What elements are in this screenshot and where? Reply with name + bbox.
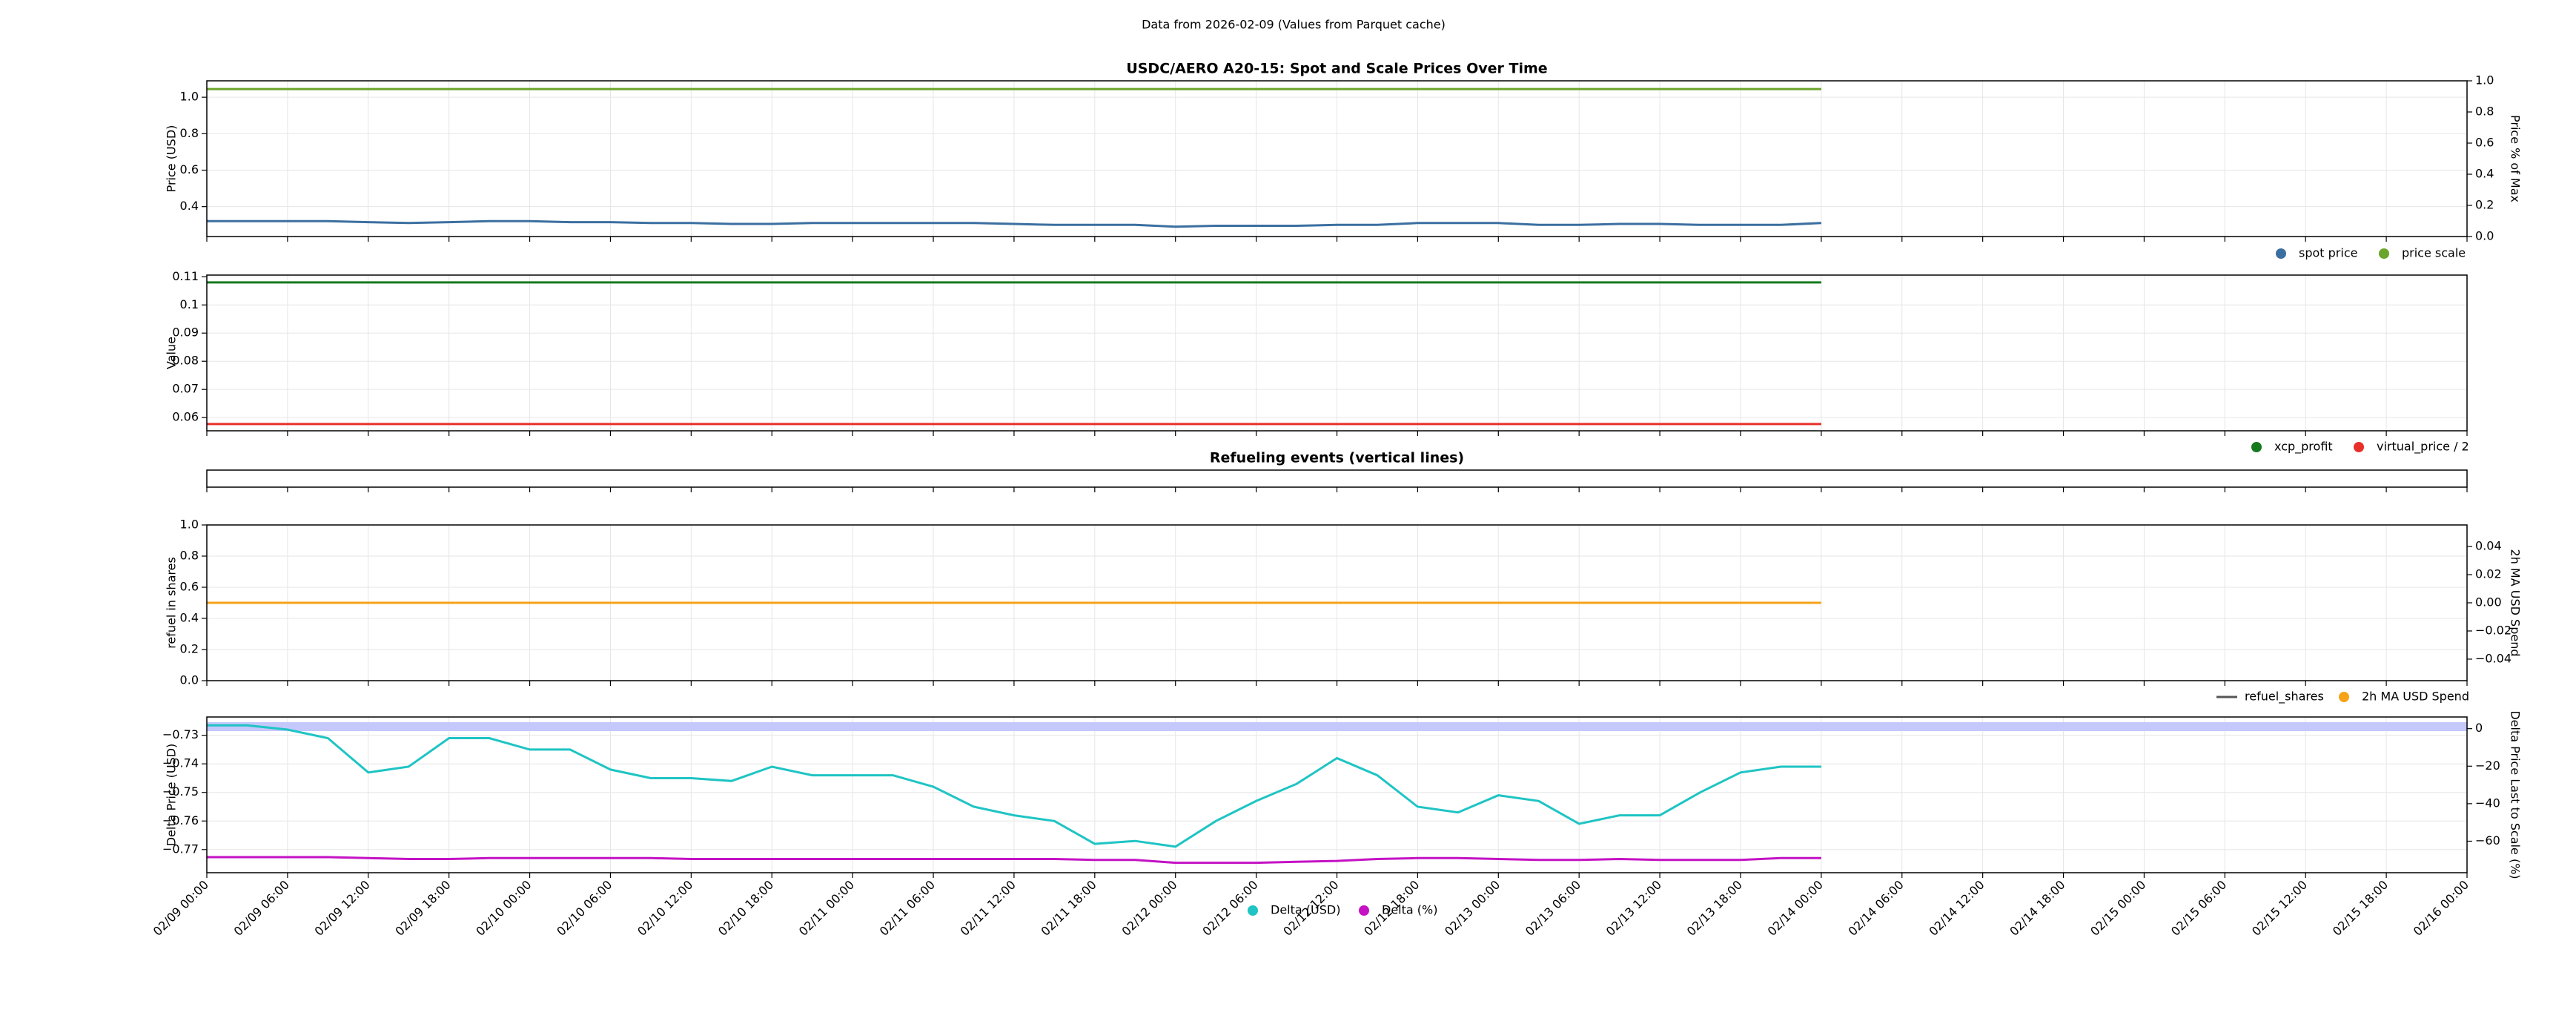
y-tick-label: 0.06 — [172, 410, 199, 424]
suptitle: Data from 2026-02-09 (Values from Parque… — [1142, 18, 1446, 32]
y2-tick-label: −0.04 — [2475, 651, 2512, 665]
band — [207, 722, 2467, 731]
y-tick-label: 0.8 — [180, 126, 199, 140]
y-tick-label: 0.6 — [180, 580, 199, 594]
axes-frame — [206, 274, 2468, 432]
legend-label: spot price — [2299, 246, 2357, 260]
y-tick-label: 1.0 — [180, 518, 199, 532]
y2-tick-label: 0.00 — [2475, 595, 2502, 609]
x-tick-label: 02/09 00:00 — [150, 878, 211, 939]
x-tick-label: 02/16 00:00 — [2411, 878, 2471, 939]
x-tick-label: 02/14 00:00 — [1765, 878, 1826, 939]
legend-marker — [2251, 442, 2262, 452]
x-tick-label: 02/09 12:00 — [312, 878, 373, 939]
legend-label: xcp_profit — [2274, 440, 2333, 455]
x-tick-label: 02/15 00:00 — [2087, 878, 2148, 939]
y2-tick-label: 0.6 — [2475, 136, 2494, 150]
y-tick-label: −0.76 — [162, 813, 199, 827]
y2-axis-label: Price % of Max — [2509, 115, 2523, 202]
legend-marker — [2276, 248, 2286, 259]
panel-title: USDC/AERO A20-15: Spot and Scale Prices … — [1126, 61, 1547, 77]
y-tick-label: 0.09 — [172, 326, 199, 340]
x-tick-label: 02/14 18:00 — [2007, 878, 2067, 939]
legend-marker — [1359, 905, 1369, 916]
y-tick-label: −0.74 — [162, 756, 199, 770]
legend-label: price scale — [2402, 246, 2466, 260]
x-tick-label: 02/14 12:00 — [1926, 878, 1987, 939]
axes-frame — [206, 469, 2468, 488]
y2-tick-label: −60 — [2475, 833, 2500, 847]
y-tick-label: 0.11 — [172, 269, 199, 283]
y-tick-label: −0.77 — [162, 842, 199, 856]
y-tick-label: 0.1 — [180, 297, 199, 311]
x-tick-label: 02/13 06:00 — [1523, 878, 1583, 939]
panel-title: Refueling events (vertical lines) — [1210, 450, 1464, 466]
y-tick-label: 0.07 — [172, 382, 199, 396]
legend-label: virtual_price / 2 — [2377, 440, 2469, 455]
axes-frame — [206, 80, 2468, 237]
x-tick-label: 02/10 00:00 — [473, 878, 534, 939]
legend-marker — [2354, 442, 2364, 452]
x-tick-label: 02/11 12:00 — [958, 878, 1019, 939]
y2-tick-label: 0.4 — [2475, 167, 2494, 181]
y-axis-label: refuel in shares — [165, 557, 179, 649]
x-tick-label: 02/11 18:00 — [1039, 878, 1099, 939]
x-tick-label: 02/11 06:00 — [877, 878, 938, 939]
x-tick-label: 02/09 06:00 — [231, 878, 292, 939]
legend-marker — [2379, 248, 2389, 259]
y-tick-label: 0.2 — [180, 642, 199, 656]
y2-tick-label: 0.04 — [2475, 539, 2502, 553]
x-tick-label: 02/11 00:00 — [796, 878, 857, 939]
y2-tick-label: 0 — [2475, 721, 2483, 735]
series-line — [207, 219, 1821, 228]
y-tick-label: 0.0 — [180, 673, 199, 687]
y2-axis-label: 2h MA USD Spend — [2509, 549, 2523, 657]
x-tick-label: 02/13 12:00 — [1603, 878, 1664, 939]
y-tick-label: −0.73 — [162, 727, 199, 741]
legend-label: Delta (%) — [1382, 903, 1437, 917]
legend-marker — [2339, 692, 2349, 702]
y-tick-label: 0.4 — [180, 611, 199, 625]
series-line — [207, 856, 1821, 865]
y-axis-label: Price (USD) — [165, 125, 179, 193]
y-axis-label: Delta Price (USD) — [165, 744, 179, 847]
x-tick-label: 02/15 12:00 — [2249, 878, 2310, 939]
y2-tick-label: −20 — [2475, 759, 2500, 773]
x-tick-label: 02/13 18:00 — [1684, 878, 1745, 939]
y2-tick-label: 0.02 — [2475, 567, 2502, 581]
axes-frame — [206, 524, 2468, 681]
y2-tick-label: −0.02 — [2475, 623, 2512, 637]
y2-tick-label: 0.8 — [2475, 105, 2494, 119]
y2-tick-label: −40 — [2475, 796, 2500, 810]
x-tick-label: 02/14 06:00 — [1846, 878, 1907, 939]
legend-label: refuel_shares — [2245, 690, 2324, 704]
x-tick-label: 02/15 06:00 — [2168, 878, 2229, 939]
y-axis-label: Value — [165, 337, 179, 369]
y-tick-label: 0.6 — [180, 162, 199, 176]
x-tick-label: 02/13 00:00 — [1442, 878, 1503, 939]
legend-label: Delta (USD) — [1271, 903, 1340, 917]
y-tick-label: 0.4 — [180, 199, 199, 213]
y-tick-label: 1.0 — [180, 90, 199, 104]
y2-tick-label: 0.2 — [2475, 198, 2494, 212]
series-line — [207, 724, 1821, 848]
x-tick-label: 02/10 06:00 — [554, 878, 615, 939]
legend-label: 2h MA USD Spend — [2362, 690, 2469, 704]
x-tick-label: 02/10 18:00 — [715, 878, 776, 939]
y2-axis-label: Delta Price Last to Scale (%) — [2509, 710, 2523, 879]
axes-frame — [206, 716, 2468, 873]
y-tick-label: 0.8 — [180, 549, 199, 563]
x-tick-label: 02/15 18:00 — [2330, 878, 2391, 939]
y-tick-label: 0.08 — [172, 354, 199, 368]
y2-tick-label: 1.0 — [2475, 73, 2494, 87]
legend-marker — [1248, 905, 1258, 916]
x-tick-label: 02/09 18:00 — [392, 878, 453, 939]
y2-tick-label: 0.0 — [2475, 229, 2494, 243]
x-tick-label: 02/12 00:00 — [1119, 878, 1179, 939]
x-tick-label: 02/10 12:00 — [635, 878, 695, 939]
y-tick-label: −0.75 — [162, 784, 199, 799]
